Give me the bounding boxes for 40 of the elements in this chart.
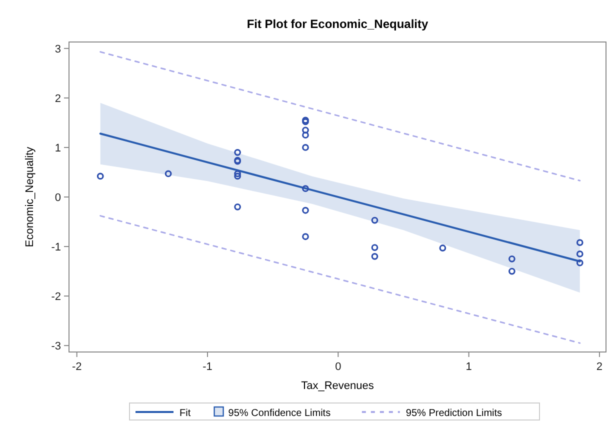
x-tick-label: -2 — [72, 361, 82, 373]
y-tick-label: -1 — [51, 242, 61, 254]
point — [234, 170, 241, 178]
y-tick-label: 3 — [54, 43, 61, 56]
chart-title: Fit Plot for Economic_Nequality — [246, 17, 428, 31]
point — [576, 250, 584, 258]
point — [302, 185, 309, 192]
point — [371, 252, 378, 260]
y-tick-label: -2 — [51, 291, 61, 304]
point — [371, 216, 378, 224]
point — [439, 244, 446, 252]
x-axis-title: Tax_Revenues — [301, 380, 374, 392]
legend-label: Fit — [180, 408, 191, 419]
x-tick-label: 2 — [596, 361, 603, 373]
y-tick-label: 2 — [54, 92, 61, 105]
point — [508, 268, 516, 275]
point — [164, 170, 172, 178]
point — [576, 259, 584, 266]
point — [576, 239, 584, 246]
point — [234, 172, 241, 180]
point — [508, 255, 516, 262]
text: 95% Confidence Limits — [228, 408, 331, 419]
point — [302, 132, 309, 139]
point — [234, 203, 241, 210]
y-tick-label: 0 — [54, 192, 61, 204]
line-series — [99, 132, 581, 262]
point — [302, 233, 309, 240]
x-tick-label: 0 — [335, 361, 342, 373]
point — [371, 244, 378, 251]
point — [302, 206, 309, 214]
point — [302, 126, 309, 134]
x-tick-label: 1 — [466, 361, 472, 373]
point — [302, 144, 309, 151]
point — [234, 148, 241, 156]
y-tick-label: 1 — [54, 142, 61, 154]
legend-label: 95% Prediction Limits — [406, 408, 502, 419]
x-tick-label: -1 — [202, 361, 212, 373]
y-tick-label: -3 — [51, 340, 61, 353]
point — [96, 172, 104, 180]
y-axis-title: Economic_Nequality — [24, 146, 36, 248]
